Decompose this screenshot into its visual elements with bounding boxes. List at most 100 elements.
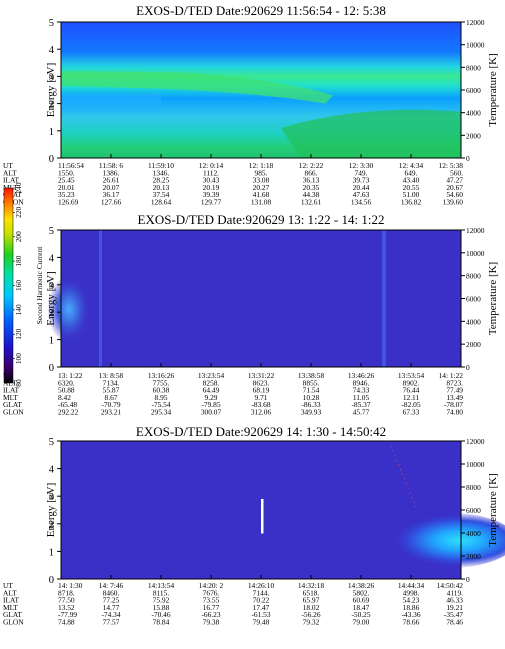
y-right-tick-label: 6000: [466, 506, 481, 515]
y-right-tick-label: 0: [466, 154, 470, 163]
orbit-cell: 18.86: [403, 603, 420, 612]
orbit-cell: 64.49: [203, 386, 220, 395]
orbit-cell: 75.92: [153, 596, 170, 605]
orbit-cell: 12: 1:18: [249, 161, 274, 170]
edge-enhancement: [47, 275, 91, 344]
y-tick-label: 0: [49, 154, 54, 165]
orbit-cell: 13:38:58: [298, 371, 325, 380]
orbit-cell: 1386.: [103, 168, 120, 177]
orbit-cell: 8460.: [103, 588, 120, 597]
orbit-cell: 7134.: [103, 378, 120, 387]
orbit-row-label: MLT: [3, 393, 18, 402]
orbit-row-label: GLON: [3, 198, 24, 207]
chart-title: EXOS-D/TED Date:920629 13: 1:22 - 14: 1:…: [138, 212, 385, 227]
orbit-cell: 14:13:54: [148, 581, 175, 590]
orbit-cell: 14: 1:22: [439, 371, 464, 380]
orbit-row-label: GLON: [3, 408, 24, 417]
y-tick-label: 1: [49, 127, 54, 138]
orbit-cell: 13.52: [58, 603, 75, 612]
y-axis-right-label: Temperature [K]: [487, 262, 499, 335]
orbit-cell: 77.57: [103, 618, 120, 627]
orbit-cell: 4998.: [403, 588, 420, 597]
orbit-cell: -78.07: [444, 400, 463, 409]
orbit-cell: 11:59:10: [148, 161, 174, 170]
orbit-cell: 312.06: [251, 408, 272, 417]
y-axis-right-label: Temperature [K]: [487, 473, 499, 546]
orbit-cell: 37.54: [153, 190, 170, 199]
orbit-cell: 43.40: [403, 176, 420, 185]
y-tick-label: 5: [49, 226, 54, 237]
orbit-cell: 11:56:54: [58, 161, 84, 170]
orbit-row-label: GLAT: [3, 400, 22, 409]
y-tick-label: 3: [49, 72, 54, 83]
sparse-points: [390, 445, 417, 508]
orbit-cell: 20.44: [353, 183, 370, 192]
orbit-cell: 60.69: [353, 596, 370, 605]
orbit-cell: 8623.: [253, 378, 270, 387]
orbit-cell: 295.34: [151, 408, 172, 417]
orbit-cell: 36.17: [103, 190, 120, 199]
orbit-cell: 4119.: [447, 588, 464, 597]
y-right-tick-label: 10000: [466, 41, 485, 50]
orbit-cell: 39.39: [203, 190, 220, 199]
orbit-cell: 132.61: [301, 198, 322, 207]
chart-title: EXOS-D/TED Date:920629 11:56:54 - 12: 5:…: [136, 3, 386, 18]
y-axis-right-label: Temperature [K]: [487, 53, 499, 126]
orbit-cell: -70.79: [101, 400, 120, 409]
orbit-cell: 9.29: [205, 393, 218, 402]
chart-panel-3: EXOS-D/TED Date:920629 14: 1:30 - 14:50:…: [3, 424, 505, 627]
intensity-ridge: [61, 70, 333, 104]
orbit-cell: 15.88: [153, 603, 170, 612]
chart-panel-1: EXOS-D/TED Date:920629 11:56:54 - 12: 5:…: [3, 3, 499, 207]
colorbar-tick-label: 140: [14, 304, 23, 315]
orbit-cell: 8946.: [353, 378, 370, 387]
orbit-cell: -70.46: [151, 610, 170, 619]
orbit-cell: 20.67: [446, 183, 463, 192]
orbit-cell: -86.33: [301, 400, 320, 409]
colorbar-tick-label: 100: [14, 353, 23, 364]
orbit-cell: -77.99: [58, 610, 77, 619]
orbit-cell: 134.56: [351, 198, 372, 207]
y-tick-label: 0: [49, 363, 54, 374]
orbit-cell: 70.22: [253, 596, 270, 605]
orbit-cell: 77.25: [103, 596, 120, 605]
orbit-cell: 20.07: [103, 183, 120, 192]
orbit-cell: 20.19: [203, 183, 220, 192]
orbit-cell: 13:46:26: [348, 371, 375, 380]
orbit-cell: 1112.: [203, 168, 219, 177]
orbit-cell: 77.50: [58, 596, 75, 605]
orbit-cell: 8.67: [105, 393, 118, 402]
orbit-cell: 12: 3:30: [349, 161, 374, 170]
orbit-cell: -83.68: [251, 400, 270, 409]
orbit-cell: 18.02: [303, 603, 320, 612]
y-right-tick-label: 10000: [466, 460, 485, 469]
orbit-cell: -82.05: [401, 400, 420, 409]
y-right-tick-label: 2000: [466, 552, 481, 561]
y-right-tick-label: 8000: [466, 483, 481, 492]
orbit-cell: -65.48: [58, 400, 77, 409]
streak-left: [99, 230, 102, 367]
orbit-cell: 8902.: [403, 378, 420, 387]
orbit-cell: 78.66: [403, 618, 420, 627]
orbit-cell: 14:20: 2: [199, 581, 224, 590]
orbit-cell: 26.61: [103, 176, 120, 185]
orbit-cell: 349.93: [301, 408, 322, 417]
y-tick-label: 1: [49, 547, 54, 558]
orbit-row-label: MLT: [3, 603, 18, 612]
orbit-cell: 51.00: [403, 190, 420, 199]
orbit-cell: 14:26:10: [248, 581, 275, 590]
orbit-cell: 14: 1:30: [58, 581, 83, 590]
orbit-cell: 6518.: [303, 588, 320, 597]
orbit-cell: 17.47: [253, 603, 270, 612]
colorbar-tick-label: 80: [14, 379, 23, 387]
orbit-cell: 14: 7:46: [99, 581, 124, 590]
y-right-tick-label: 0: [466, 363, 470, 372]
orbit-cell: 649.: [405, 168, 418, 177]
orbit-cell: 293.21: [101, 408, 122, 417]
orbit-cell: 68.19: [253, 386, 270, 395]
orbit-cell: 7676.: [203, 588, 220, 597]
orbit-cell: -74.34: [101, 610, 120, 619]
y-axis-label: Energy [eV]: [45, 271, 57, 325]
orbit-cell: 67.33: [403, 408, 420, 417]
orbit-cell: 35.23: [58, 190, 75, 199]
